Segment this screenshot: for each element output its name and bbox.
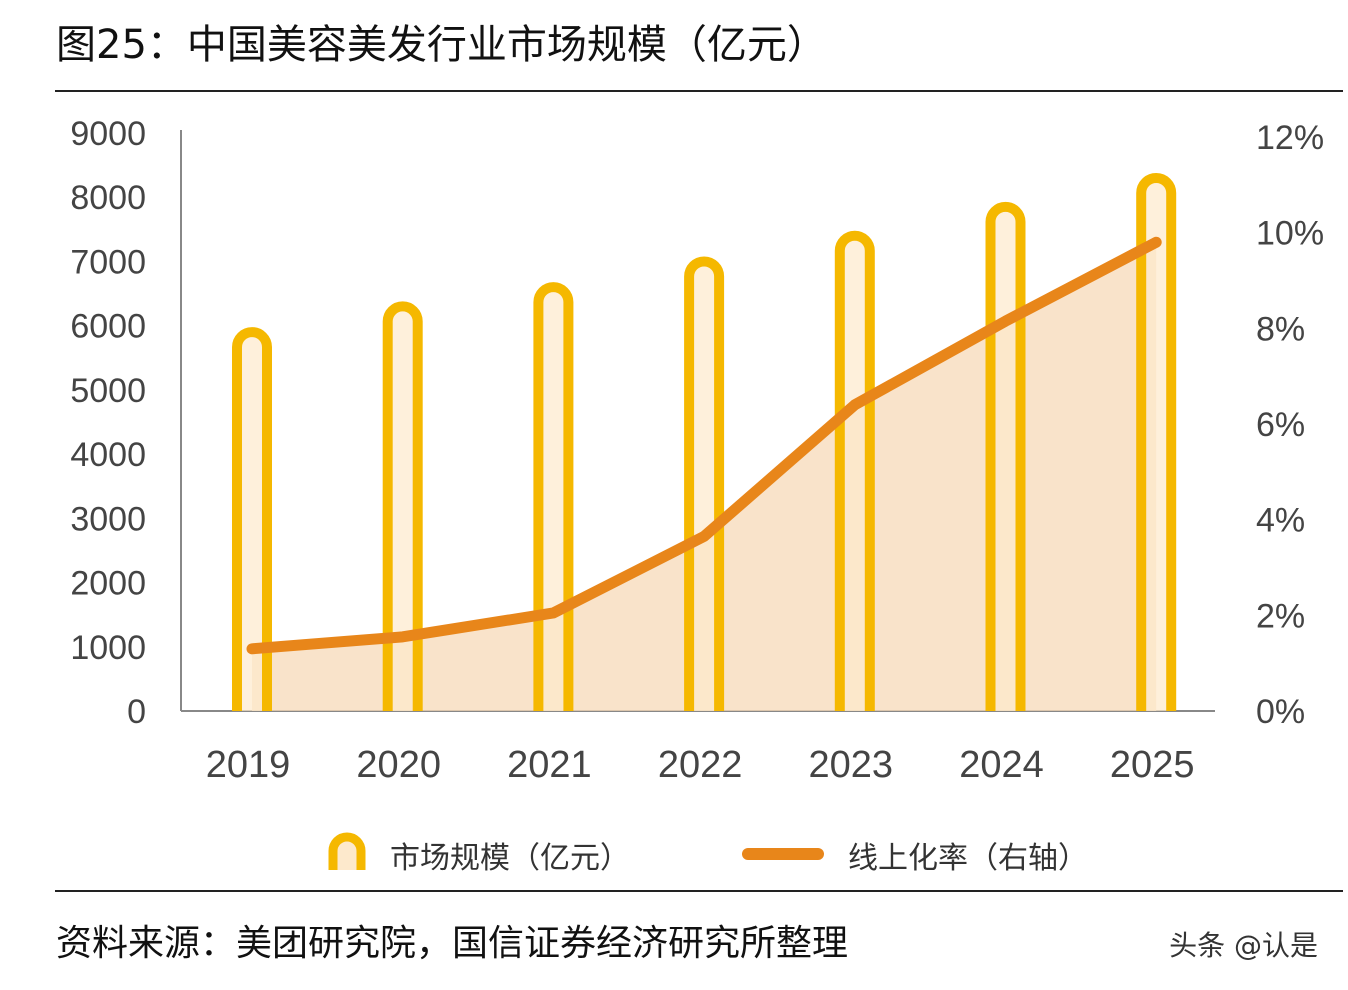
left-tick-label: 9000 [70,115,146,153]
x-tick-label: 2025 [1110,744,1195,786]
x-tick-label: 2023 [809,744,894,786]
left-tick-label: 1000 [70,629,146,667]
legend-label-market-size: 市场规模（亿元） [390,841,630,876]
legend-label-online-rate: 线上化率（右轴） [848,841,1088,876]
top-divider [55,90,1343,92]
right-tick-label: 8% [1256,310,1305,348]
right-tick-label: 4% [1256,502,1305,540]
x-tick-label: 2021 [507,744,592,786]
left-tick-label: 4000 [70,436,146,474]
x-tick-label: 2020 [356,744,441,786]
left-tick-label: 5000 [70,372,146,410]
legend-bar-swatch [328,832,366,870]
market-size-bar [382,301,423,711]
market-size-bar [1136,173,1177,711]
source-note: 资料来源：美团研究院，国信证券经济研究所整理 [56,923,849,964]
watermark: 头条 @认是 [1169,929,1318,962]
right-tick-label: 2% [1256,597,1305,635]
market-size-bar [232,327,272,711]
bottom-divider [55,890,1343,892]
chart-title: 图25：中国美容美发行业市场规模（亿元） [56,22,827,68]
left-tick-label: 8000 [70,179,146,217]
market-size-bar [684,256,725,711]
market-size-bar [985,201,1026,711]
left-tick-label: 7000 [70,243,146,281]
online-rate-area [252,242,1157,711]
market-size-bar [533,282,574,711]
right-tick-label: 10% [1256,215,1324,253]
right-tick-label: 12% [1256,119,1324,157]
x-tick-label: 2024 [959,744,1044,786]
left-tick-label: 0 [127,693,146,731]
market-size-bar [834,230,875,711]
left-tick-label: 6000 [70,308,146,346]
left-tick-label: 2000 [70,565,146,603]
x-tick-label: 2019 [206,744,291,786]
left-tick-label: 3000 [70,500,146,538]
right-tick-label: 0% [1256,693,1305,731]
x-tick-label: 2022 [658,744,743,786]
right-tick-label: 6% [1256,406,1305,444]
